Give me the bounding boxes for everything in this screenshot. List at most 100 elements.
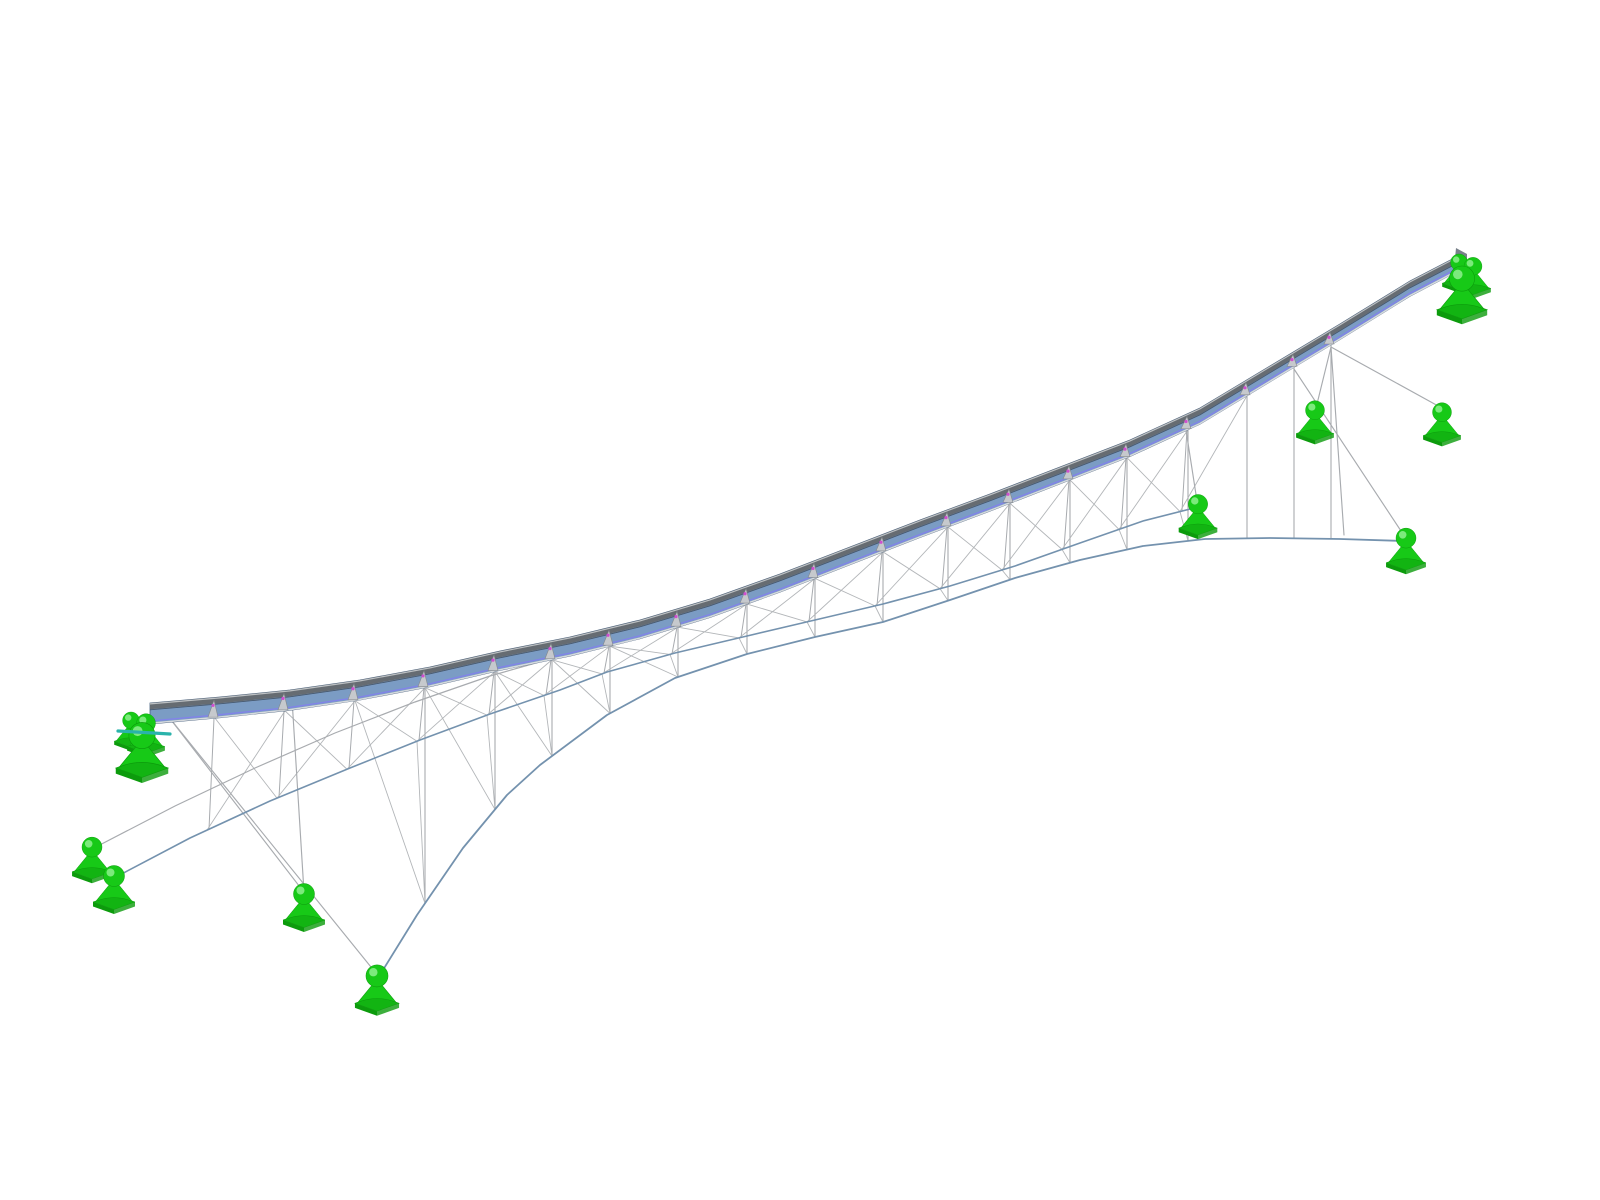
truss-diagonal[interactable]: [746, 603, 808, 623]
cable-tie[interactable]: [738, 637, 748, 655]
truss-diagonal[interactable]: [486, 659, 553, 716]
truss-strut-far[interactable]: [603, 645, 610, 674]
truss-diagonal[interactable]: [346, 687, 426, 770]
truss-diagonal[interactable]: [284, 710, 348, 770]
truss-strut-far[interactable]: [418, 687, 425, 741]
truss-diagonal[interactable]: [947, 526, 1003, 571]
support-ball: [293, 883, 315, 905]
support-ball: [128, 722, 156, 749]
stay-cable[interactable]: [1330, 346, 1441, 408]
truss-diagonal-near[interactable]: [354, 700, 426, 904]
truss-diagonal[interactable]: [276, 700, 356, 799]
truss-strut-far[interactable]: [545, 659, 552, 696]
deck-node-marker: [944, 516, 948, 520]
cable-tie[interactable]: [416, 740, 426, 904]
main-cable-near[interactable]: [377, 537, 1405, 979]
nodal-support[interactable]: [114, 722, 170, 783]
stay-cable-group[interactable]: [91, 346, 1441, 973]
nodal-support-group[interactable]: [71, 253, 1492, 1016]
member-release-marker[interactable]: [116, 729, 172, 736]
stay-cable[interactable]: [1330, 346, 1345, 536]
truss-strut-far[interactable]: [348, 700, 355, 769]
truss-strut-far[interactable]: [1003, 502, 1010, 570]
truss-diagonal[interactable]: [354, 700, 418, 742]
truss-diagonal-near[interactable]: [551, 659, 611, 714]
cable-tie[interactable]: [669, 653, 679, 678]
cable-tie[interactable]: [939, 588, 949, 602]
truss-diagonal[interactable]: [806, 551, 884, 623]
truss-diagonal[interactable]: [214, 717, 278, 799]
truss-strut-far[interactable]: [941, 526, 948, 589]
truss-diagonal[interactable]: [882, 551, 941, 590]
support-base-side: [1198, 528, 1218, 540]
truss-bracing-group[interactable]: [206, 344, 1332, 904]
cable-tie[interactable]: [543, 695, 553, 757]
cable-tie[interactable]: [1118, 528, 1128, 551]
cable-tie[interactable]: [601, 673, 611, 714]
truss-strut-far[interactable]: [808, 577, 815, 622]
support-ball-highlight: [1435, 405, 1443, 413]
truss-diagonal-near[interactable]: [494, 671, 553, 757]
truss-diagonal[interactable]: [424, 687, 488, 716]
nodal-support[interactable]: [1385, 527, 1427, 575]
nodal-support[interactable]: [1177, 494, 1219, 540]
support-ball: [103, 865, 125, 887]
truss-strut-far[interactable]: [488, 671, 495, 715]
deck-stiffener-triangle: [739, 587, 751, 604]
nodal-support[interactable]: [1295, 400, 1335, 445]
truss-diagonal[interactable]: [738, 578, 816, 639]
truss-diagonal[interactable]: [416, 671, 496, 742]
cable-tie[interactable]: [806, 621, 816, 638]
stay-cable[interactable]: [291, 698, 305, 893]
stay-cable[interactable]: [1316, 346, 1332, 405]
cable-tie[interactable]: [1001, 569, 1011, 581]
truss-strut-far[interactable]: [1063, 479, 1070, 550]
truss-diagonal[interactable]: [206, 710, 286, 831]
truss-strut-far[interactable]: [1181, 429, 1188, 512]
deck-girder[interactable]: [149, 248, 1467, 725]
nodal-support[interactable]: [1435, 265, 1489, 325]
truss-diagonal[interactable]: [814, 578, 876, 607]
truss-strut-far[interactable]: [740, 603, 747, 638]
truss-strut-far[interactable]: [208, 717, 215, 830]
truss-diagonal[interactable]: [669, 603, 748, 655]
stay-cable[interactable]: [167, 715, 304, 892]
cable-tie[interactable]: [1061, 548, 1071, 564]
truss-diagonal[interactable]: [1126, 457, 1181, 513]
truss-diagonal[interactable]: [677, 626, 740, 639]
truss-diagonal[interactable]: [1061, 457, 1128, 550]
anchor-stay-cable[interactable]: [91, 647, 601, 850]
support-ball-highlight: [1466, 259, 1474, 267]
cable-tie[interactable]: [874, 605, 884, 623]
truss-diagonal[interactable]: [551, 659, 603, 675]
truss-diagonal[interactable]: [874, 526, 949, 607]
stay-cable[interactable]: [1185, 429, 1198, 502]
cable-tie[interactable]: [486, 714, 496, 810]
truss-strut-far[interactable]: [671, 626, 678, 655]
nodal-support[interactable]: [92, 865, 136, 915]
truss-strut-far[interactable]: [876, 551, 883, 606]
nodal-support[interactable]: [1422, 402, 1462, 447]
truss-diagonal[interactable]: [494, 671, 545, 696]
truss-diagonal[interactable]: [1069, 479, 1120, 530]
truss-diagonal[interactable]: [939, 502, 1011, 590]
truss-diagonal[interactable]: [1001, 479, 1071, 571]
main-cable-far[interactable]: [113, 506, 1199, 879]
main-cable-group[interactable]: [113, 506, 1405, 979]
truss-diagonal[interactable]: [543, 645, 611, 696]
support-ball-highlight: [1308, 403, 1316, 411]
truss-diagonal[interactable]: [1009, 502, 1063, 550]
deck-girder-web[interactable]: [149, 253, 1463, 725]
nodal-support[interactable]: [282, 883, 326, 933]
stay-cable[interactable]: [167, 715, 376, 973]
truss-strut-far[interactable]: [1120, 457, 1127, 530]
truss-diagonal[interactable]: [1179, 395, 1248, 513]
truss-diagonal[interactable]: [601, 626, 679, 675]
truss-diagonal-near[interactable]: [424, 687, 496, 810]
nodal-support[interactable]: [354, 964, 400, 1016]
truss-diagonal[interactable]: [1118, 429, 1189, 530]
truss-strut-far[interactable]: [278, 710, 285, 798]
stay-cable[interactable]: [1293, 368, 1404, 535]
